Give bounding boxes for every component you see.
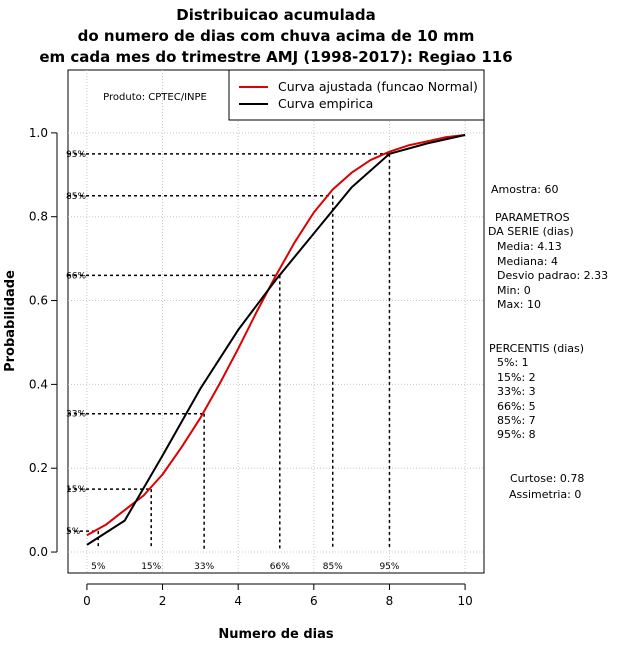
- legend-fitted-label: Curva ajustada (funcao Normal): [278, 79, 478, 94]
- percentile-guides: 5% 5% 15% 15% 33% 33% 66% 66% 85% 85% 95% 95%: [66, 150, 400, 572]
- params-title-1: PARAMETROS: [495, 211, 570, 224]
- fitted-normal-curve: [86, 134, 466, 537]
- legend-box: [228, 69, 485, 121]
- percentile-ylabel-1: 15%: [66, 485, 86, 495]
- stat-p95: 95%: 8: [497, 428, 536, 441]
- empirical-curve: [86, 134, 466, 546]
- stat-desvio: Desvio padrao: 2.33: [497, 269, 608, 282]
- percentile-ylabel-3: 66%: [66, 271, 86, 281]
- x-tick-label-4: 8: [386, 594, 394, 608]
- percentile-xlabel-1: 15%: [141, 562, 161, 572]
- percentile-xlabel-4: 85%: [323, 562, 343, 572]
- x-tick-label-0: 0: [83, 594, 91, 608]
- stat-media: Media: 4.13: [497, 240, 562, 253]
- y-tick-label-2: 0.4: [29, 377, 48, 391]
- stat-curtose: Curtose: 0.78: [510, 472, 584, 485]
- x-axis-title: Numero de dias: [218, 627, 334, 642]
- legend-empirical-label: Curva empirica: [278, 96, 373, 111]
- percentile-ylabel-2: 33%: [66, 410, 86, 420]
- y-tick-label-5: 1.0: [29, 126, 48, 140]
- chart-title-line-2: do numero de dias com chuva acima de 10 …: [78, 27, 475, 45]
- stat-amostra: Amostra: 60: [491, 183, 558, 196]
- y-tick-label-1: 0.2: [29, 461, 48, 475]
- stat-p15: 15%: 2: [497, 371, 536, 384]
- chart-title-line-3: em cada mes do trimestre AMJ (1998-2017)…: [39, 48, 512, 66]
- percentile-xlabel-0: 5%: [91, 562, 106, 572]
- percentile-ylabel-0: 5%: [66, 527, 81, 537]
- curves: [86, 134, 466, 546]
- stat-min: Min: 0: [497, 284, 531, 297]
- stat-p85: 85%: 7: [497, 414, 536, 427]
- x-tick-label-2: 4: [234, 594, 242, 608]
- grid-lines: [68, 70, 484, 573]
- y-tick-label-0: 0.0: [29, 545, 48, 559]
- percentis-title: PERCENTIS (dias): [489, 342, 584, 355]
- stat-assimetria: Assimetria: 0: [509, 488, 581, 501]
- stat-mediana: Mediana: 4: [497, 255, 558, 268]
- x-tick-label-5: 10: [457, 594, 472, 608]
- legend: Curva ajustada (funcao Normal) Curva emp…: [228, 69, 485, 121]
- stats-panel: Amostra: 60 PARAMETROS DA SERIE (dias) M…: [488, 183, 608, 501]
- stat-p66: 66%: 5: [497, 400, 536, 413]
- params-title-2: DA SERIE (dias): [488, 225, 574, 238]
- x-tick-label-3: 6: [310, 594, 318, 608]
- percentile-xlabel-2: 33%: [194, 562, 214, 572]
- y-axis-title: Probabilidade: [3, 270, 18, 372]
- y-tick-label-4: 0.8: [29, 210, 48, 224]
- product-label: Produto: CPTEC/INPE: [103, 92, 207, 103]
- y-tick-label-3: 0.6: [29, 294, 48, 308]
- percentile-xlabel-3: 66%: [270, 562, 290, 572]
- chart-title-line-1: Distribuicao acumulada: [176, 6, 375, 24]
- percentile-xlabel-5: 95%: [379, 562, 399, 572]
- percentile-ylabel-5: 95%: [66, 150, 86, 160]
- axes: 0 2 4 6 8 10 0.0 0.2 0.4 0.6 0.8 1.0: [29, 126, 473, 608]
- stat-p33: 33%: 3: [497, 385, 536, 398]
- stat-p5: 5%: 1: [497, 356, 529, 369]
- stat-max: Max: 10: [497, 298, 541, 311]
- percentile-ylabel-4: 85%: [66, 192, 86, 202]
- x-tick-label-1: 2: [159, 594, 167, 608]
